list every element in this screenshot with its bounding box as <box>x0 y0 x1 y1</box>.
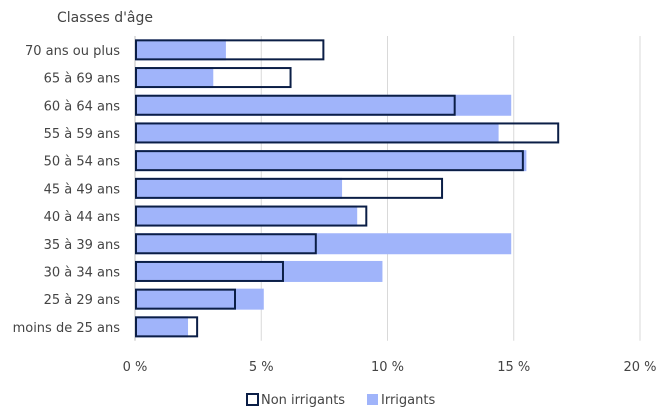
category-label: 70 ans ou plus <box>25 44 120 59</box>
bar-irrigants <box>135 233 512 255</box>
bar-non-irrigants <box>135 260 284 282</box>
bar-irrigants <box>135 205 358 227</box>
x-tick-label: 5 % <box>249 360 274 375</box>
category-label: 45 à 49 ans <box>44 182 121 197</box>
bar-irrigants <box>135 94 512 116</box>
bar-non-irrigants <box>135 233 317 255</box>
category-label: 65 à 69 ans <box>44 72 121 87</box>
category-label: moins de 25 ans <box>13 321 121 336</box>
category-label: 35 à 39 ans <box>44 238 121 253</box>
category-label: 40 à 44 ans <box>44 210 121 225</box>
bar-irrigants <box>135 39 226 61</box>
bars <box>135 39 560 338</box>
bar-irrigants <box>135 288 264 310</box>
legend-label-non-irrigants: Non irrigants <box>261 393 345 408</box>
x-tick-label: 0 % <box>123 360 148 375</box>
bar-non-irrigants <box>135 39 325 61</box>
category-label: 60 à 64 ans <box>44 99 121 114</box>
x-tick-label: 10 % <box>371 360 404 375</box>
x-tick-label: 15 % <box>497 360 530 375</box>
bar-non-irrigants <box>135 205 368 227</box>
bar-non-irrigants <box>135 122 560 144</box>
bar-non-irrigants <box>135 316 199 338</box>
bar-non-irrigants <box>135 150 524 172</box>
bar-irrigants <box>135 67 214 89</box>
category-label: 25 à 29 ans <box>44 293 121 308</box>
bar-irrigants <box>135 316 189 338</box>
category-label: 55 à 59 ans <box>44 127 121 142</box>
bar-irrigants <box>135 260 383 282</box>
legend-label-irrigants: Irrigants <box>381 393 435 408</box>
bar-non-irrigants <box>135 94 456 116</box>
category-label: 50 à 54 ans <box>44 155 121 170</box>
x-tick-label: 20 % <box>623 360 656 375</box>
legend-swatch-non-irrigants <box>246 393 259 406</box>
bar-non-irrigants <box>135 177 444 199</box>
legend-swatch-irrigants <box>367 394 378 405</box>
category-labels: 70 ans ou plus 65 à 69 ans 60 à 64 ans 55 à… <box>13 44 121 336</box>
legend: Non irrigants Irrigants <box>246 393 435 408</box>
bar-non-irrigants <box>135 67 292 89</box>
bar-irrigants <box>135 177 343 199</box>
bar-irrigants <box>135 122 499 144</box>
x-tick-labels: 0 % 5 % 10 % 15 % 20 % <box>123 360 657 375</box>
y-axis-title: Classes d'âge <box>57 10 153 26</box>
category-label: 30 à 34 ans <box>44 265 121 280</box>
bar-non-irrigants <box>135 288 236 310</box>
bar-irrigants <box>135 150 527 172</box>
